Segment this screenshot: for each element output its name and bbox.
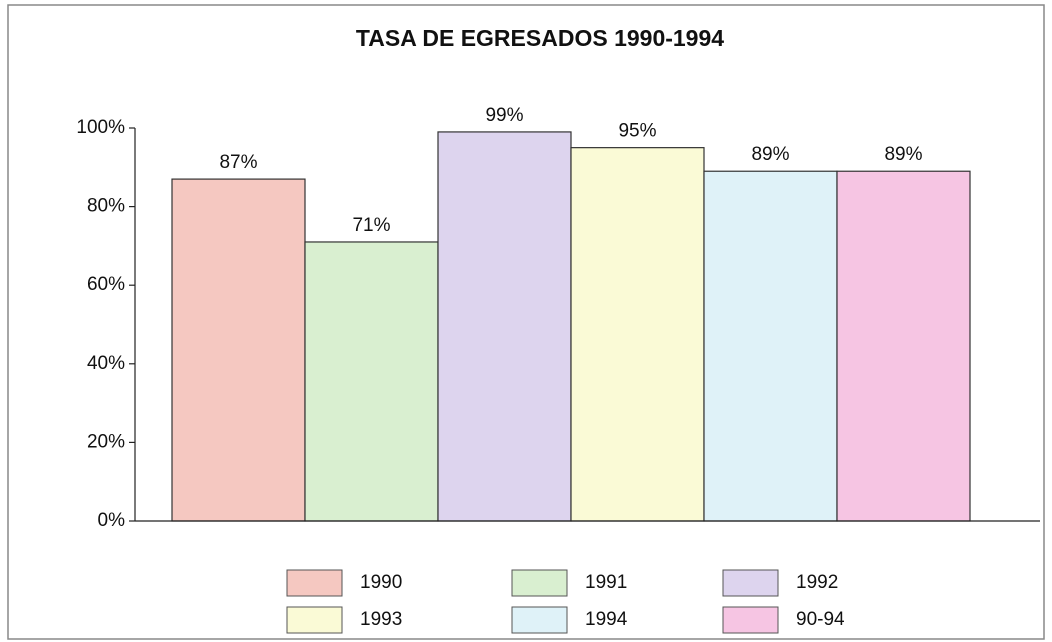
legend-label: 1991 bbox=[585, 572, 627, 593]
legend-swatch bbox=[286, 569, 343, 597]
y-tick-label: 40% bbox=[87, 353, 125, 374]
legend-swatch bbox=[286, 606, 343, 634]
value-label: 71% bbox=[352, 215, 390, 236]
y-tick-label: 0% bbox=[98, 510, 126, 531]
bar bbox=[304, 241, 439, 522]
y-tick-label: 60% bbox=[87, 274, 125, 295]
legend-swatch bbox=[511, 606, 568, 634]
legend-label: 1994 bbox=[585, 609, 628, 630]
bar bbox=[437, 131, 572, 522]
value-label: 89% bbox=[884, 144, 922, 165]
legend-swatch bbox=[722, 569, 779, 597]
value-label: 87% bbox=[219, 152, 257, 173]
bar bbox=[703, 170, 838, 522]
y-tick-label: 100% bbox=[76, 117, 125, 138]
y-tick-label: 20% bbox=[87, 431, 125, 452]
legend-label: 1990 bbox=[360, 572, 402, 593]
legend-label: 1993 bbox=[360, 609, 402, 630]
value-label: 99% bbox=[485, 105, 523, 126]
value-label: 95% bbox=[618, 121, 656, 142]
legend-swatch bbox=[722, 606, 779, 634]
y-tick-label: 80% bbox=[87, 196, 125, 217]
bar bbox=[171, 178, 306, 522]
value-label: 89% bbox=[751, 144, 789, 165]
bar bbox=[570, 147, 705, 522]
chart-title: TASA DE EGRESADOS 1990-1994 bbox=[356, 25, 724, 51]
legend-label: 90-94 bbox=[796, 609, 845, 630]
bar bbox=[836, 170, 971, 522]
legend-swatch bbox=[511, 569, 568, 597]
legend-label: 1992 bbox=[796, 572, 838, 593]
